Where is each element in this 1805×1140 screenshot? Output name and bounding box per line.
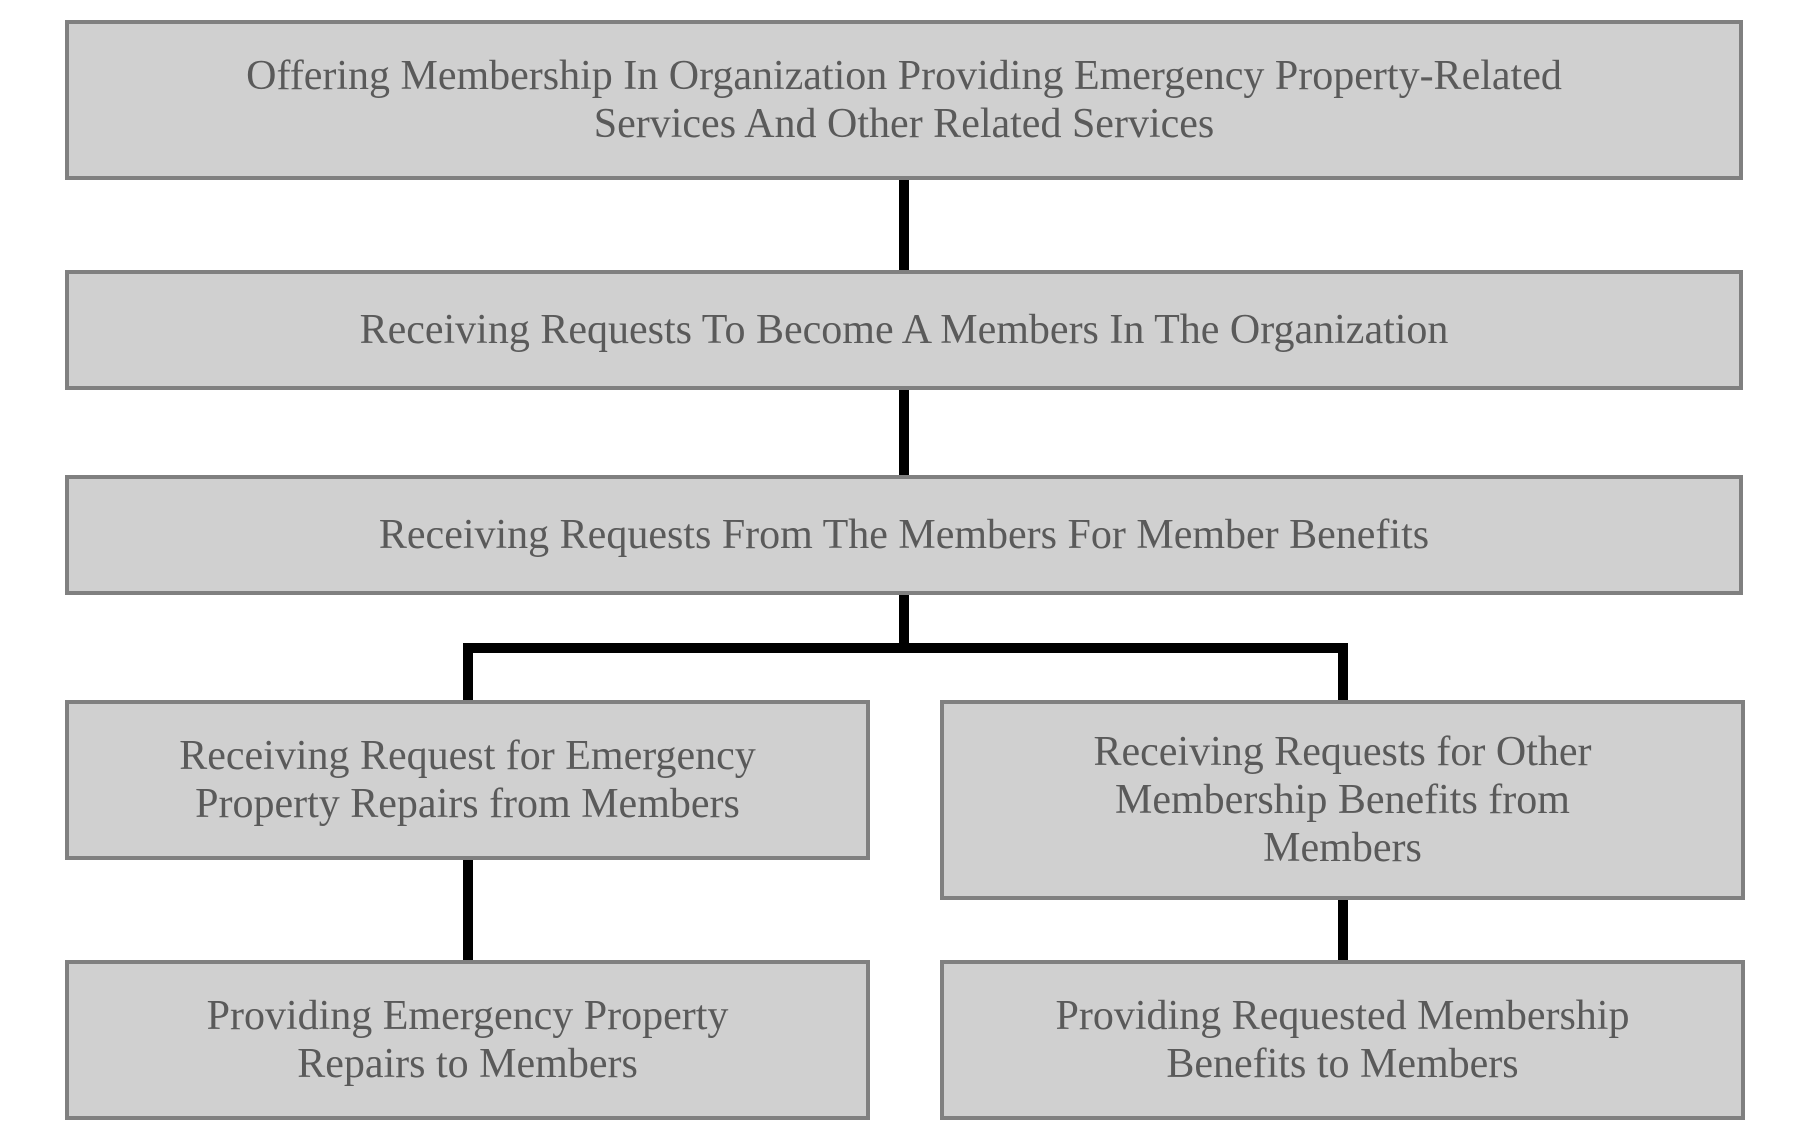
flow-connector-segment <box>1338 900 1348 960</box>
flow-node-providing-emergency-repairs: Providing Emergency Property Repairs to … <box>65 960 870 1120</box>
flow-connector-segment <box>899 390 909 475</box>
flow-connector-segment <box>463 860 473 960</box>
flow-node-label: Receiving Request for Emergency Property… <box>179 732 756 829</box>
flow-node-receiving-requests-benefits: Receiving Requests From The Members For … <box>65 475 1743 595</box>
flow-node-offering-membership: Offering Membership In Organization Prov… <box>65 20 1743 180</box>
flow-node-receiving-requests-become-member: Receiving Requests To Become A Members I… <box>65 270 1743 390</box>
flow-connector-segment <box>463 643 473 701</box>
flow-node-request-other-benefits: Receiving Requests for Other Membership … <box>940 700 1745 900</box>
flow-connector-segment <box>463 643 1348 653</box>
flow-node-label: Offering Membership In Organization Prov… <box>246 52 1562 149</box>
flow-node-label: Receiving Requests To Become A Members I… <box>360 306 1449 354</box>
flow-node-label: Receiving Requests for Other Membership … <box>1093 728 1591 873</box>
flow-node-label: Providing Emergency Property Repairs to … <box>207 992 729 1089</box>
flow-node-providing-requested-benefits: Providing Requested Membership Benefits … <box>940 960 1745 1120</box>
flowchart-canvas: Offering Membership In Organization Prov… <box>0 0 1805 1140</box>
flow-node-request-emergency-repairs: Receiving Request for Emergency Property… <box>65 700 870 860</box>
flow-connector-segment <box>1338 643 1348 701</box>
flow-node-label: Receiving Requests From The Members For … <box>379 511 1429 559</box>
flow-node-label: Providing Requested Membership Benefits … <box>1056 992 1630 1089</box>
flow-connector-segment <box>899 180 909 270</box>
